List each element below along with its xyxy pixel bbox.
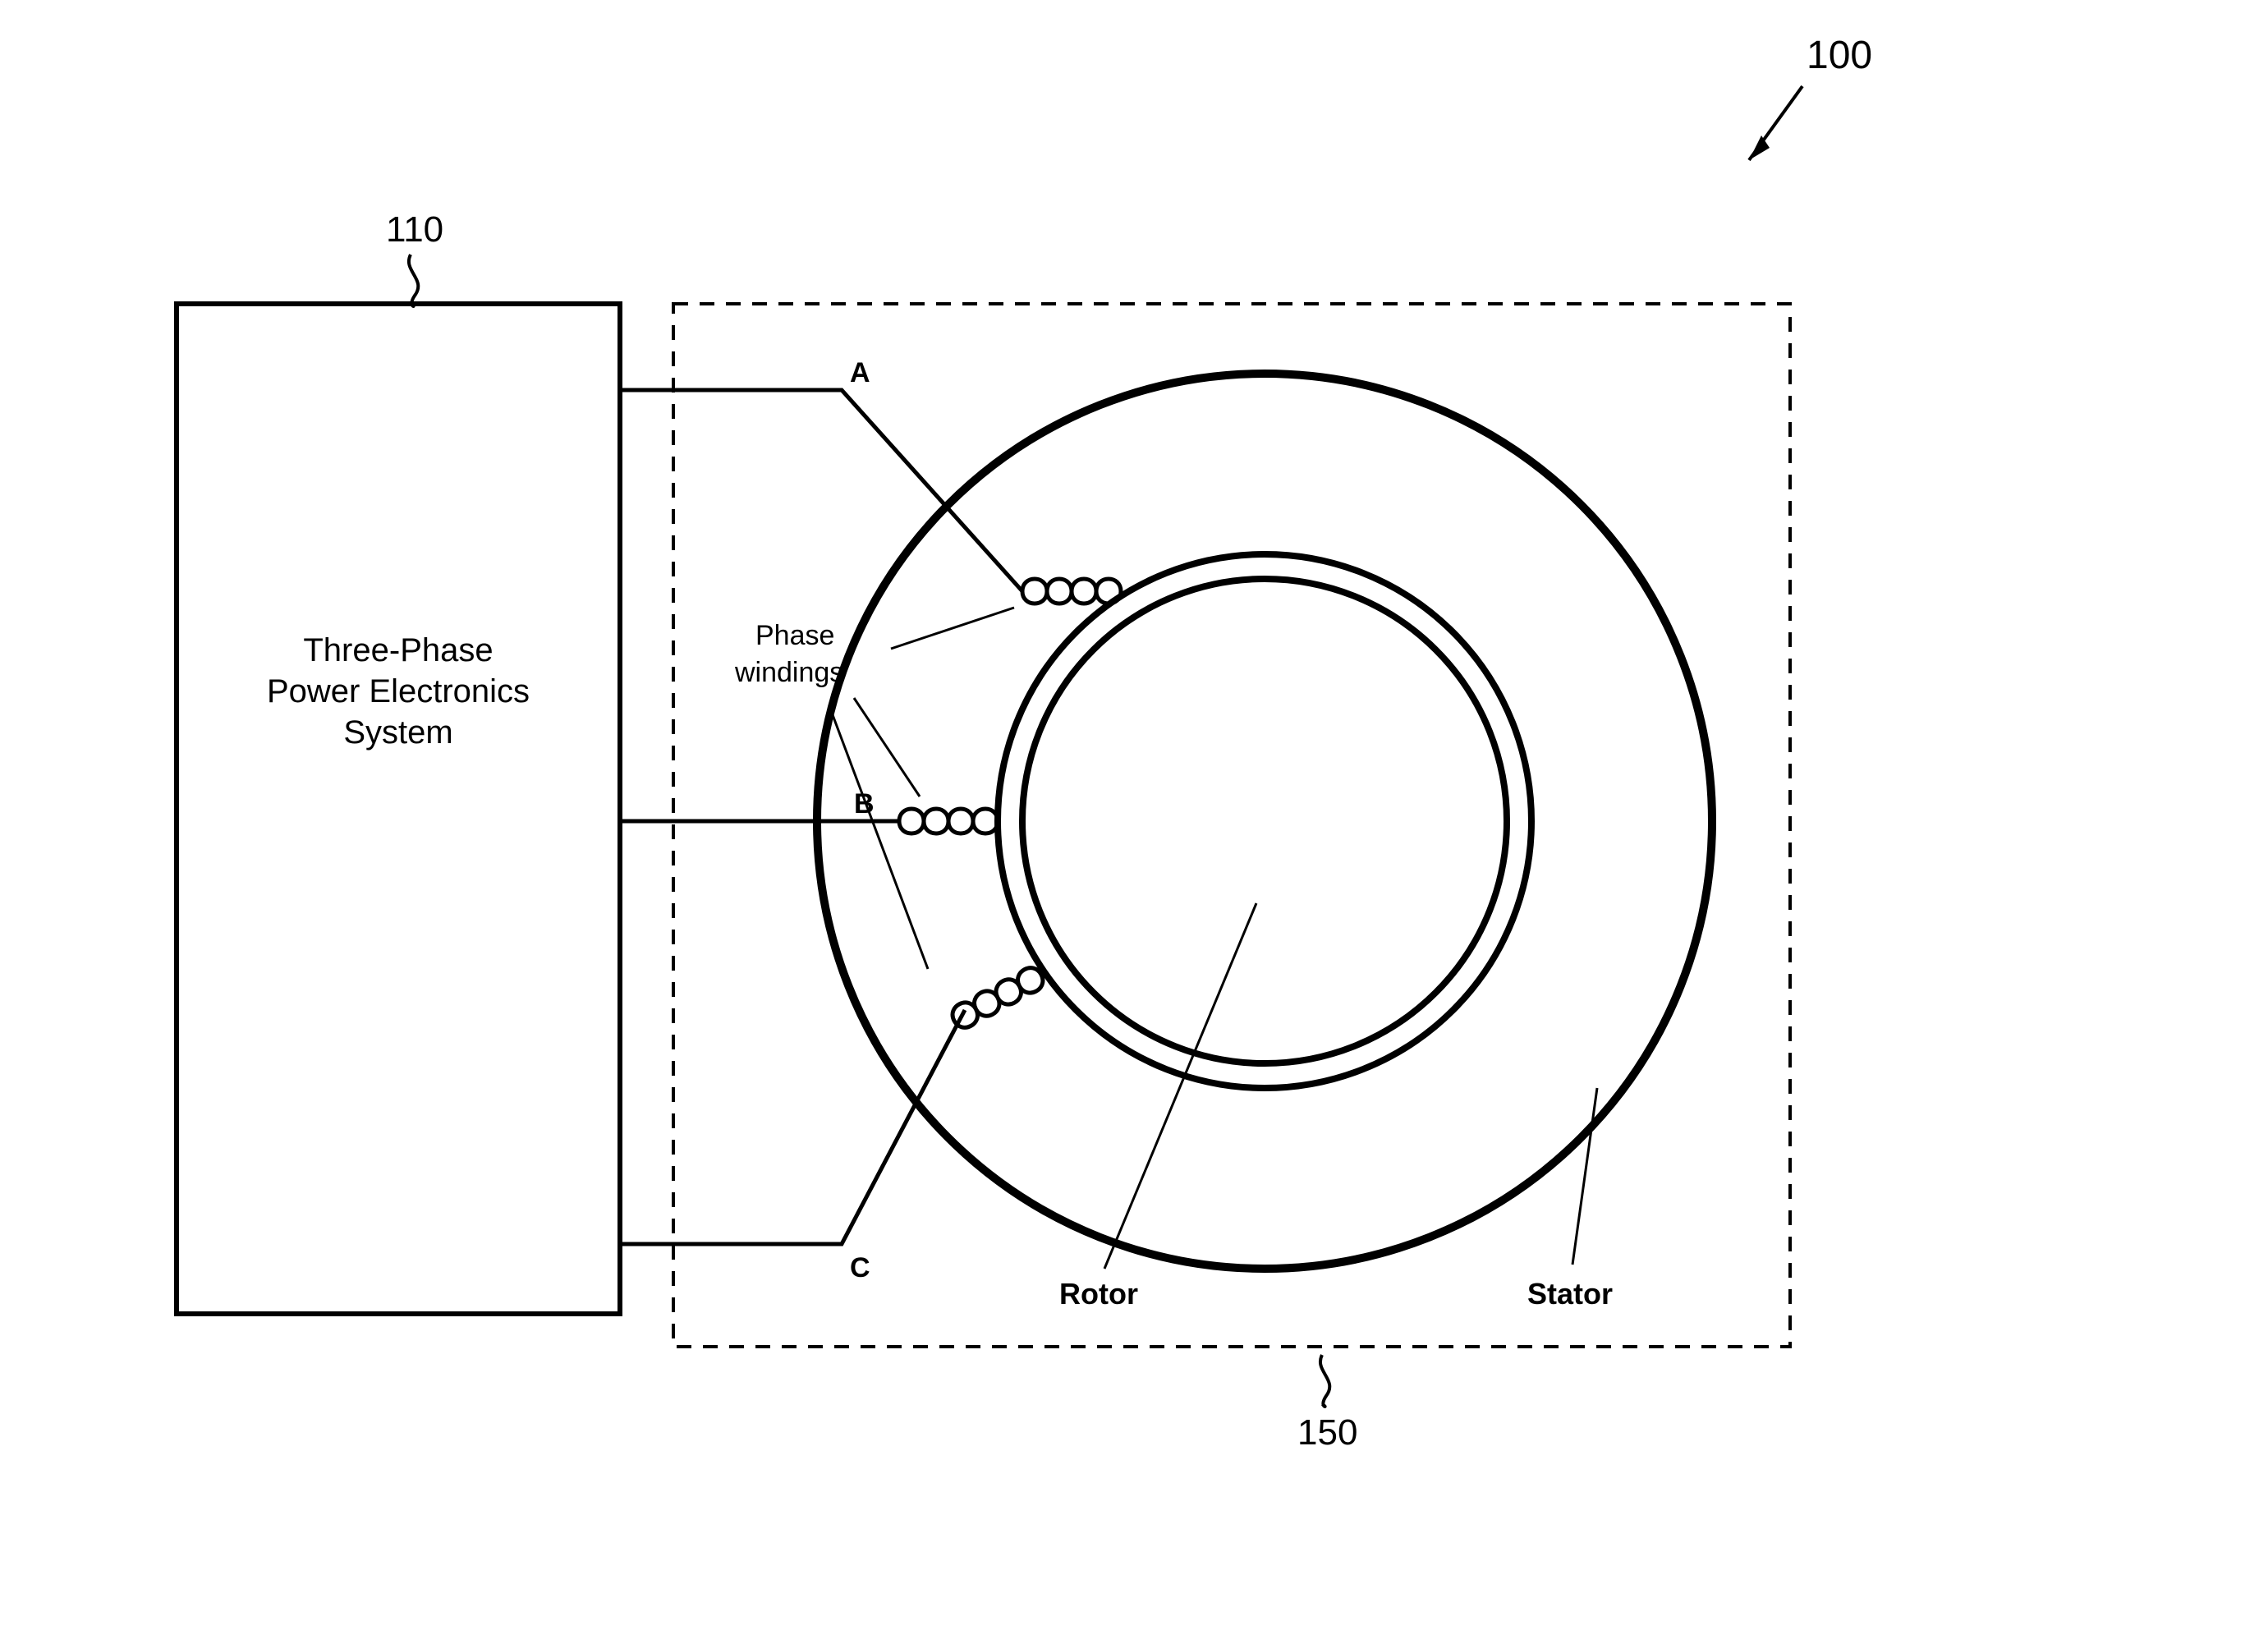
rotor-ring-outer — [998, 554, 1531, 1088]
box-title-line1: Three-Phase — [230, 632, 567, 669]
rotor-label: Rotor — [1059, 1277, 1138, 1311]
phase-c-coil-icon — [948, 964, 1047, 1032]
diagram-svg — [0, 0, 2268, 1639]
phase-windings-leader-b — [854, 698, 920, 797]
diagram-canvas: Three-Phase Power Electronics System A B… — [0, 0, 2268, 1639]
ref-150-leader — [1320, 1355, 1329, 1407]
stator-label: Stator — [1527, 1277, 1613, 1311]
power-electronics-box — [177, 304, 620, 1314]
rotor-ring-inner — [1022, 579, 1507, 1063]
box-title-line2: Power Electronics — [230, 673, 567, 710]
ref-100-label: 100 — [1807, 33, 1872, 78]
box-title-line3: System — [230, 714, 567, 751]
phase-a-label: A — [850, 357, 870, 389]
phase-c-label: C — [850, 1252, 870, 1284]
phase-windings-leader-c — [829, 706, 928, 969]
ref-110-leader — [409, 255, 418, 306]
phase-b-coil-icon — [899, 809, 998, 833]
phase-windings-label-line2: windings — [735, 657, 843, 689]
ref-100-arrow-head — [1749, 135, 1770, 160]
phase-windings-leader-a — [891, 608, 1014, 649]
ref-150-label: 150 — [1297, 1412, 1357, 1453]
stator-outer-circle — [817, 374, 1712, 1269]
phase-a-coil-icon — [1022, 579, 1121, 604]
phase-b-label: B — [854, 788, 875, 820]
stator-leader — [1572, 1088, 1597, 1265]
phase-windings-label-line1: Phase — [755, 620, 834, 652]
motor-enclosure-dashed — [673, 304, 1790, 1347]
ref-110-label: 110 — [386, 209, 443, 250]
